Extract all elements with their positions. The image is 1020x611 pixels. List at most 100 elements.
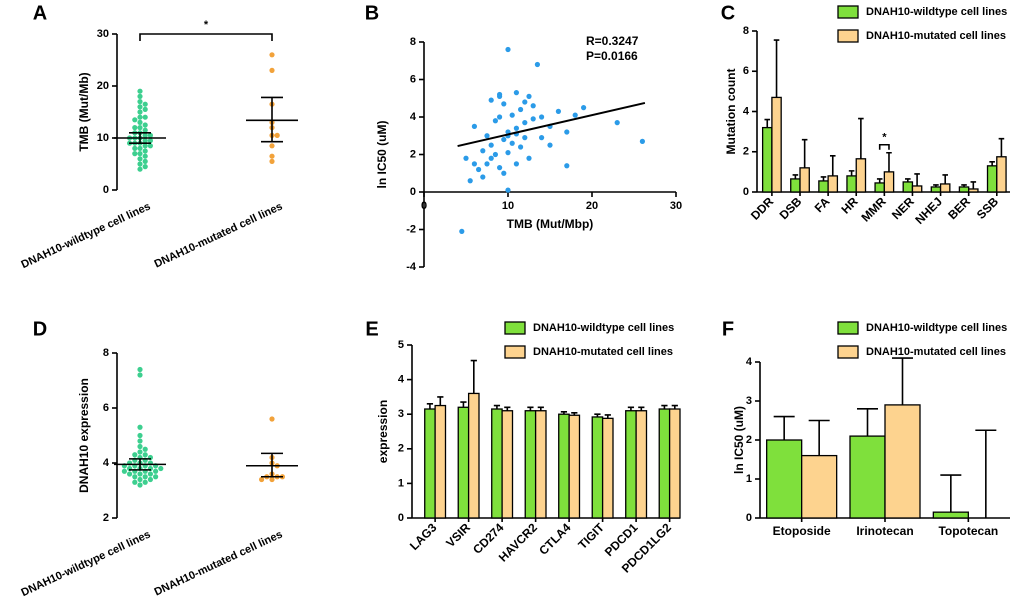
bar <box>771 96 782 193</box>
x-tick-label: DNAH10-mutated cell lines <box>153 200 285 270</box>
ci-bar <box>129 458 151 471</box>
y-tick-label: 0 <box>398 512 404 524</box>
y-tick-label: 3 <box>398 408 404 420</box>
data-point <box>269 476 275 483</box>
y-tick-label: 1 <box>398 477 404 489</box>
data-point <box>132 125 138 131</box>
data-point <box>505 150 511 156</box>
bar <box>902 181 914 193</box>
data-point <box>488 142 494 148</box>
data-point <box>132 474 138 480</box>
error-bar <box>858 117 864 159</box>
data-point <box>142 106 148 112</box>
data-point <box>127 471 133 477</box>
data-point <box>501 170 507 176</box>
data-point <box>153 468 159 474</box>
data-point <box>274 132 280 138</box>
bar <box>939 183 951 193</box>
bar <box>799 167 810 193</box>
y-tick-label: 4 <box>410 111 417 123</box>
data-point <box>142 153 148 159</box>
data-point <box>137 161 143 167</box>
x-tick-label: 30 <box>670 200 682 212</box>
data-point <box>522 99 528 105</box>
bar <box>501 410 514 519</box>
y-tick-label: 10 <box>97 132 109 144</box>
error-bar <box>460 401 467 408</box>
data-point <box>581 105 587 111</box>
data-point <box>137 372 143 378</box>
data-point <box>492 151 498 158</box>
x-tick-label: BER <box>945 194 973 222</box>
legend-label: DNAH10-mutated cell lines <box>533 346 673 358</box>
error-bar <box>604 414 611 419</box>
error-bar <box>914 173 920 186</box>
error-bar <box>961 184 967 187</box>
data-point <box>526 155 532 161</box>
legend-swatch <box>504 321 526 335</box>
annotation: P=0.0166 <box>586 49 638 63</box>
legend-swatch <box>837 5 859 19</box>
data-point <box>137 432 143 439</box>
error-bar <box>857 408 878 437</box>
significance-bracket <box>139 33 273 41</box>
data-point <box>484 133 490 139</box>
legend-label: DNAH10-wildtype cell lines <box>533 322 674 334</box>
error-bar <box>773 415 795 440</box>
data-point <box>518 144 524 150</box>
error-bar <box>829 154 836 176</box>
x-tick-label: DNAH10-wildtype cell lines <box>19 528 152 599</box>
data-point <box>513 90 520 96</box>
data-point <box>505 187 511 193</box>
data-point <box>269 158 275 164</box>
bar <box>635 410 648 519</box>
data-point <box>522 120 528 126</box>
ci-bar <box>261 452 283 478</box>
bars <box>761 39 1007 193</box>
regression-line <box>457 101 646 148</box>
data-point <box>121 468 127 474</box>
data-point <box>132 452 138 458</box>
panel-label: C <box>721 2 735 24</box>
bar <box>601 417 614 519</box>
legend-swatch <box>837 321 859 335</box>
error-bar <box>808 419 830 456</box>
bar <box>467 392 480 519</box>
data-point <box>509 140 515 146</box>
y-axis-label: ln IC50 (uM) <box>375 120 389 188</box>
ci-bar <box>261 96 283 143</box>
data-point <box>147 143 153 149</box>
data-point <box>132 145 138 151</box>
data-point <box>132 117 138 123</box>
annotation: R=0.3247 <box>586 34 639 48</box>
error-bar <box>560 410 568 415</box>
error-bar <box>848 170 855 176</box>
data-point <box>467 178 473 184</box>
data-point <box>639 138 646 144</box>
error-bar <box>892 357 913 405</box>
data-point <box>522 135 528 141</box>
x-tick-label: HR <box>838 194 860 216</box>
error-bar <box>627 406 635 411</box>
bar <box>668 408 681 519</box>
data-point <box>488 97 494 103</box>
y-tick-label: 2 <box>743 146 749 158</box>
y-tick-label: 5 <box>398 339 404 351</box>
bar <box>524 410 537 519</box>
error-bar <box>975 429 997 518</box>
data-point <box>614 120 620 126</box>
data-point <box>137 476 143 483</box>
bar <box>930 186 942 193</box>
y-tick-label: 1 <box>746 473 752 485</box>
y-tick-label: 2 <box>410 148 416 160</box>
data-point <box>539 135 545 141</box>
error-bar <box>940 474 962 513</box>
bar <box>658 408 671 519</box>
data-point <box>137 99 143 105</box>
data-point <box>513 125 520 131</box>
bar <box>883 171 895 193</box>
bar <box>911 185 923 193</box>
data-point <box>142 158 148 164</box>
legend-label: DNAH10-mutated cell lines <box>866 30 1006 42</box>
bar <box>491 408 503 519</box>
